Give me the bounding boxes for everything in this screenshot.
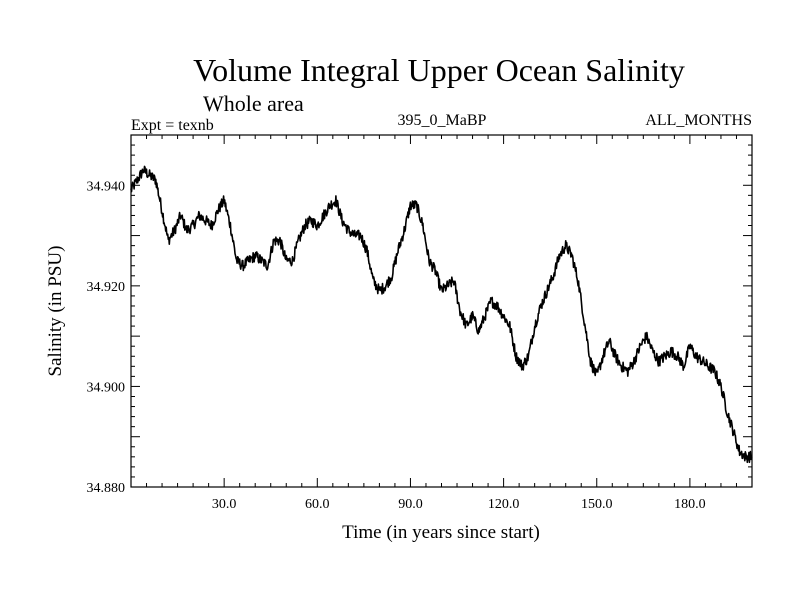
- x-tick-label: 60.0: [305, 497, 330, 512]
- x-axis-label: Time (in years since start): [342, 522, 540, 543]
- y-tick-label: 34.880: [87, 481, 126, 496]
- plot-frame: [130, 134, 753, 488]
- period-label: 395_0_MaBP: [398, 112, 487, 129]
- chart-subtitle: Whole area: [203, 91, 304, 116]
- expt-label: Expt = texnb: [131, 117, 214, 134]
- x-tick-label: 150.0: [581, 497, 613, 512]
- x-tick-label: 180.0: [674, 497, 706, 512]
- chart-title: Volume Integral Upper Ocean Salinity: [193, 52, 685, 88]
- y-tick-label: 34.900: [87, 380, 126, 395]
- y-tick-label: 34.940: [87, 179, 126, 194]
- months-label: ALL_MONTHS: [645, 112, 752, 129]
- x-tick-label: 120.0: [488, 497, 520, 512]
- salinity-series-line: [130, 165, 753, 464]
- y-tick-label: 34.920: [87, 280, 126, 295]
- x-tick-label: 90.0: [398, 497, 423, 512]
- tick-label-group: 30.0 60.0 90.0 120.0 150.0 180.0 34.880 34.900 3…: [87, 179, 706, 512]
- tick-group: [131, 135, 752, 487]
- y-axis-label: Salinity (in PSU): [45, 246, 66, 377]
- x-tick-label: 30.0: [212, 497, 237, 512]
